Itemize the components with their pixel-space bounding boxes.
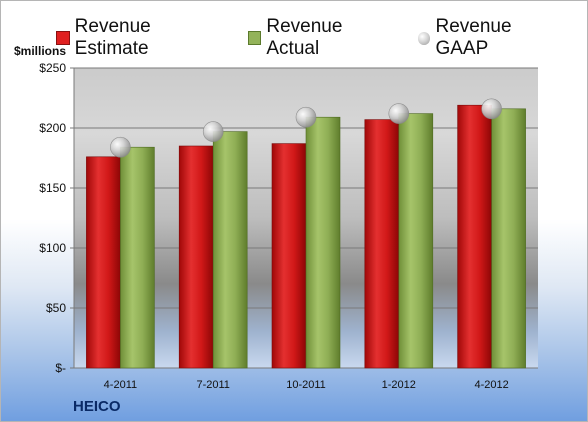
legend-item-estimate: Revenue Estimate [56, 16, 226, 60]
legend-label-gaap: Revenue GAAP [435, 16, 512, 59]
point-revenue-gaap [388, 103, 410, 124]
x-tick-label: 4-2011 [104, 379, 137, 391]
bar-revenue-actual [398, 113, 434, 369]
point-revenue-gaap [481, 98, 502, 120]
company-name: HEICO [73, 398, 121, 415]
x-tick-label: 4-2012 [474, 379, 508, 391]
y-tick-label: $50 [46, 301, 66, 315]
legend-item-actual: Revenue Actual [247, 16, 396, 60]
y-tick-label: $- [55, 361, 66, 375]
x-tick-label: 7-2011 [196, 379, 229, 391]
bar-revenue-estimate [271, 143, 307, 369]
bar-revenue-estimate [457, 104, 492, 369]
legend-swatch-estimate [56, 31, 70, 45]
point-revenue-gaap [202, 121, 224, 142]
y-tick-label: $250 [39, 61, 66, 75]
y-axis-unit-label: $millions [14, 44, 67, 58]
x-tick-label: 1-2012 [382, 379, 416, 391]
x-tick-label: 10-2011 [286, 379, 326, 391]
y-tick-label: $150 [39, 181, 66, 195]
bar-revenue-actual [212, 131, 248, 369]
bar-revenue-actual [491, 108, 526, 369]
bar-revenue-estimate [178, 145, 214, 369]
legend-item-gaap: Revenue GAAP [417, 16, 566, 60]
legend-label-actual: Revenue Actual [266, 16, 343, 59]
bar-revenue-actual [305, 116, 341, 369]
point-revenue-gaap [295, 106, 317, 128]
legend-swatch-gaap [417, 31, 431, 45]
bar-revenue-estimate [86, 156, 121, 369]
bar-revenue-actual [120, 146, 155, 369]
bar-revenue-estimate [364, 119, 400, 369]
legend-swatch-actual [247, 31, 262, 45]
y-tick-label: $100 [39, 241, 66, 255]
chart-legend: Revenue Estimate Revenue Actual Revenue … [56, 16, 588, 60]
y-tick-label: $200 [39, 121, 66, 135]
legend-label-estimate: Revenue Estimate [74, 16, 151, 59]
point-revenue-gaap [110, 136, 131, 158]
